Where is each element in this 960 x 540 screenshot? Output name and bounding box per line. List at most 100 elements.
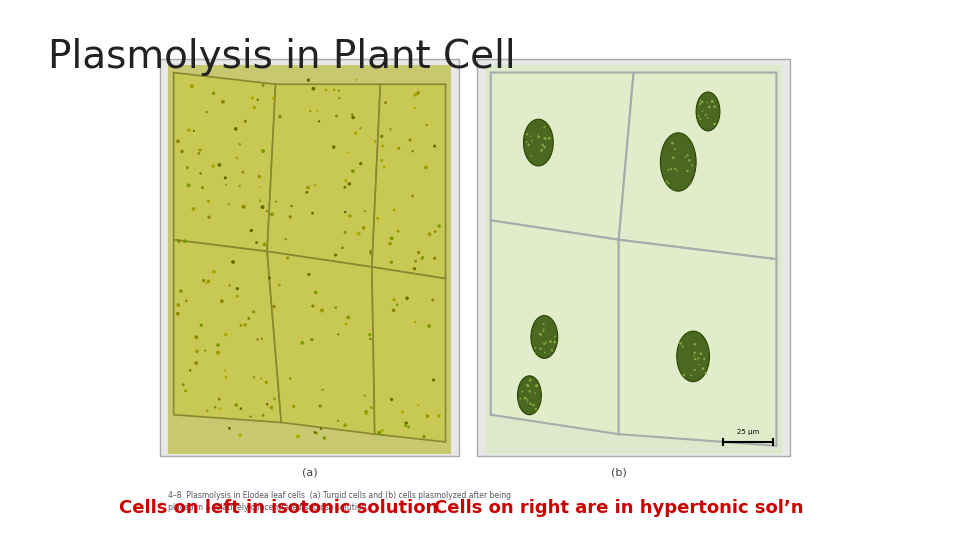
Point [259, 400, 275, 409]
Point [217, 366, 232, 375]
Point [340, 148, 355, 157]
Point [363, 247, 378, 255]
Point [387, 206, 402, 214]
Point [244, 226, 259, 235]
Point [273, 112, 288, 121]
Point [544, 346, 560, 355]
Point [255, 147, 271, 156]
Point [363, 249, 378, 258]
Point [432, 222, 447, 231]
Point [705, 97, 720, 106]
Point [196, 276, 211, 285]
Point [534, 146, 549, 154]
Point [661, 179, 677, 188]
Point [667, 145, 683, 153]
Point [255, 81, 271, 90]
Point [250, 96, 265, 104]
Point [372, 429, 387, 438]
Point [700, 98, 715, 107]
Point [329, 112, 345, 120]
Point [675, 342, 690, 351]
Point [357, 391, 372, 400]
Point [383, 125, 398, 133]
Point [185, 205, 201, 213]
Point [178, 387, 193, 395]
Point [427, 227, 443, 236]
Point [300, 188, 315, 197]
Point [201, 197, 216, 206]
Point [219, 373, 234, 381]
Point [206, 89, 222, 98]
Polygon shape [372, 84, 445, 279]
Point [264, 403, 279, 412]
FancyBboxPatch shape [477, 59, 790, 456]
Point [531, 133, 546, 141]
Point [691, 360, 707, 369]
Point [694, 98, 709, 106]
Point [682, 156, 697, 165]
Point [697, 111, 712, 119]
Point [304, 209, 320, 218]
Point [684, 179, 699, 188]
Point [207, 403, 223, 411]
Point [663, 165, 679, 173]
Bar [485, 65, 782, 454]
Point [415, 253, 430, 261]
Point [186, 126, 202, 135]
Point [170, 137, 185, 146]
Point [212, 160, 228, 169]
Point [678, 153, 693, 162]
Point [693, 349, 708, 358]
Point [218, 173, 233, 182]
Point [284, 202, 300, 211]
Point [237, 321, 252, 329]
Point [272, 281, 287, 289]
Ellipse shape [660, 133, 696, 191]
Point [527, 343, 542, 352]
Point [339, 320, 354, 328]
Point [206, 267, 222, 276]
Point [258, 378, 274, 387]
Point [257, 240, 273, 248]
Point [262, 274, 277, 282]
Point [353, 159, 369, 168]
Point [252, 172, 267, 181]
Point [222, 424, 237, 433]
Point [673, 339, 688, 348]
Point [338, 208, 353, 217]
Point [697, 355, 712, 363]
Point [314, 306, 329, 315]
Point [520, 382, 536, 390]
Point [522, 376, 538, 384]
Point [391, 227, 406, 235]
Point [252, 183, 267, 192]
Point [326, 85, 342, 94]
Point [328, 251, 344, 259]
Point [250, 335, 265, 343]
Point [215, 97, 230, 106]
Point [531, 130, 546, 139]
Point [252, 197, 268, 205]
Point [351, 230, 367, 238]
Point [374, 427, 390, 435]
Point [374, 156, 390, 165]
Point [707, 120, 722, 129]
Text: Plasmolysis in Plant Cell: Plasmolysis in Plant Cell [48, 38, 516, 76]
Point [687, 340, 703, 349]
Point [269, 197, 284, 206]
Point [372, 428, 387, 437]
Point [232, 181, 248, 190]
Point [241, 314, 256, 323]
Point [687, 348, 703, 357]
Text: (b): (b) [611, 467, 627, 477]
Point [411, 248, 426, 257]
Point [521, 140, 537, 149]
Point [253, 374, 269, 383]
Point [337, 421, 352, 429]
Point [178, 237, 193, 246]
Point [526, 401, 541, 409]
Point [686, 352, 702, 360]
Point [519, 380, 535, 389]
Point [370, 214, 385, 222]
Point [198, 279, 213, 288]
